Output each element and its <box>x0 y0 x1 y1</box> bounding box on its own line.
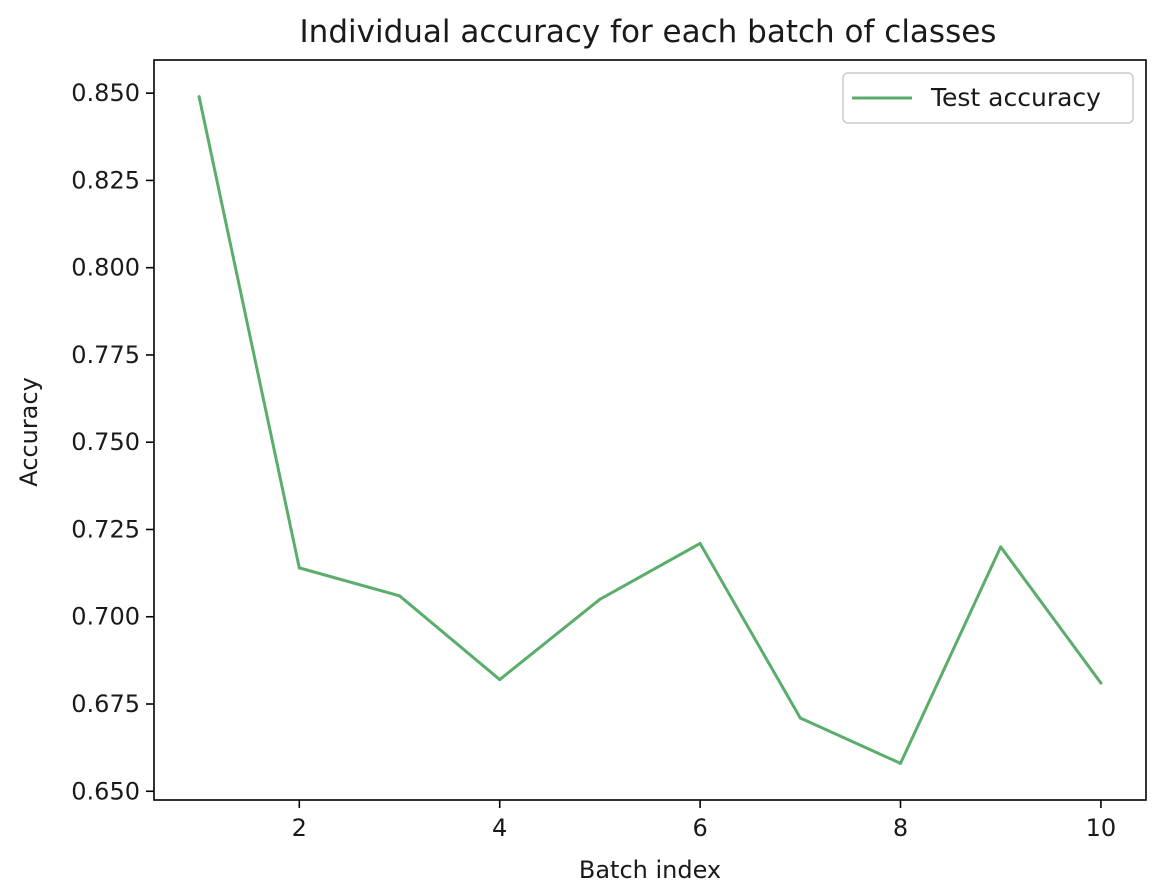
y-axis-label: Accuracy <box>15 377 43 487</box>
y-tick-label: 0.675 <box>71 690 140 718</box>
data-point <box>297 566 301 570</box>
legend: Test accuracy <box>842 72 1134 124</box>
y-tick-label: 0.825 <box>71 166 140 194</box>
data-point <box>397 594 401 598</box>
data-point <box>899 761 903 765</box>
x-tick-label: 8 <box>893 814 908 842</box>
legend-label: Test accuracy <box>930 83 1101 112</box>
data-point <box>999 545 1003 549</box>
data-point <box>197 95 201 99</box>
y-tick-label: 0.850 <box>71 79 140 107</box>
plot-area <box>154 60 1146 800</box>
data-point <box>1099 681 1103 685</box>
x-tick-label: 10 <box>1086 814 1117 842</box>
data-point <box>798 716 802 720</box>
series-layer <box>197 95 1103 765</box>
chart-title: Individual accuracy for each batch of cl… <box>300 14 997 50</box>
x-axis-ticks: 2 4 6 8 10 <box>292 800 1117 842</box>
data-point <box>698 541 702 545</box>
x-tick-label: 6 <box>692 814 707 842</box>
x-axis-label: Batch index <box>579 856 721 884</box>
data-point <box>498 678 502 682</box>
y-tick-label: 0.800 <box>71 254 140 282</box>
plot-frame <box>153 59 1147 801</box>
y-tick-label: 0.650 <box>71 777 140 805</box>
y-tick-label: 0.750 <box>71 428 140 456</box>
y-tick-label: 0.700 <box>71 603 140 631</box>
legend-box <box>842 72 1134 124</box>
data-point <box>598 597 602 601</box>
x-tick-label: 4 <box>492 814 507 842</box>
series-line <box>197 96 1103 765</box>
y-axis-ticks: 0.650 0.675 0.700 0.725 0.750 0.775 0.800 0.825… <box>71 79 154 805</box>
y-tick-label: 0.725 <box>71 515 140 543</box>
y-tick-label: 0.775 <box>71 341 140 369</box>
x-tick-label: 2 <box>292 814 307 842</box>
